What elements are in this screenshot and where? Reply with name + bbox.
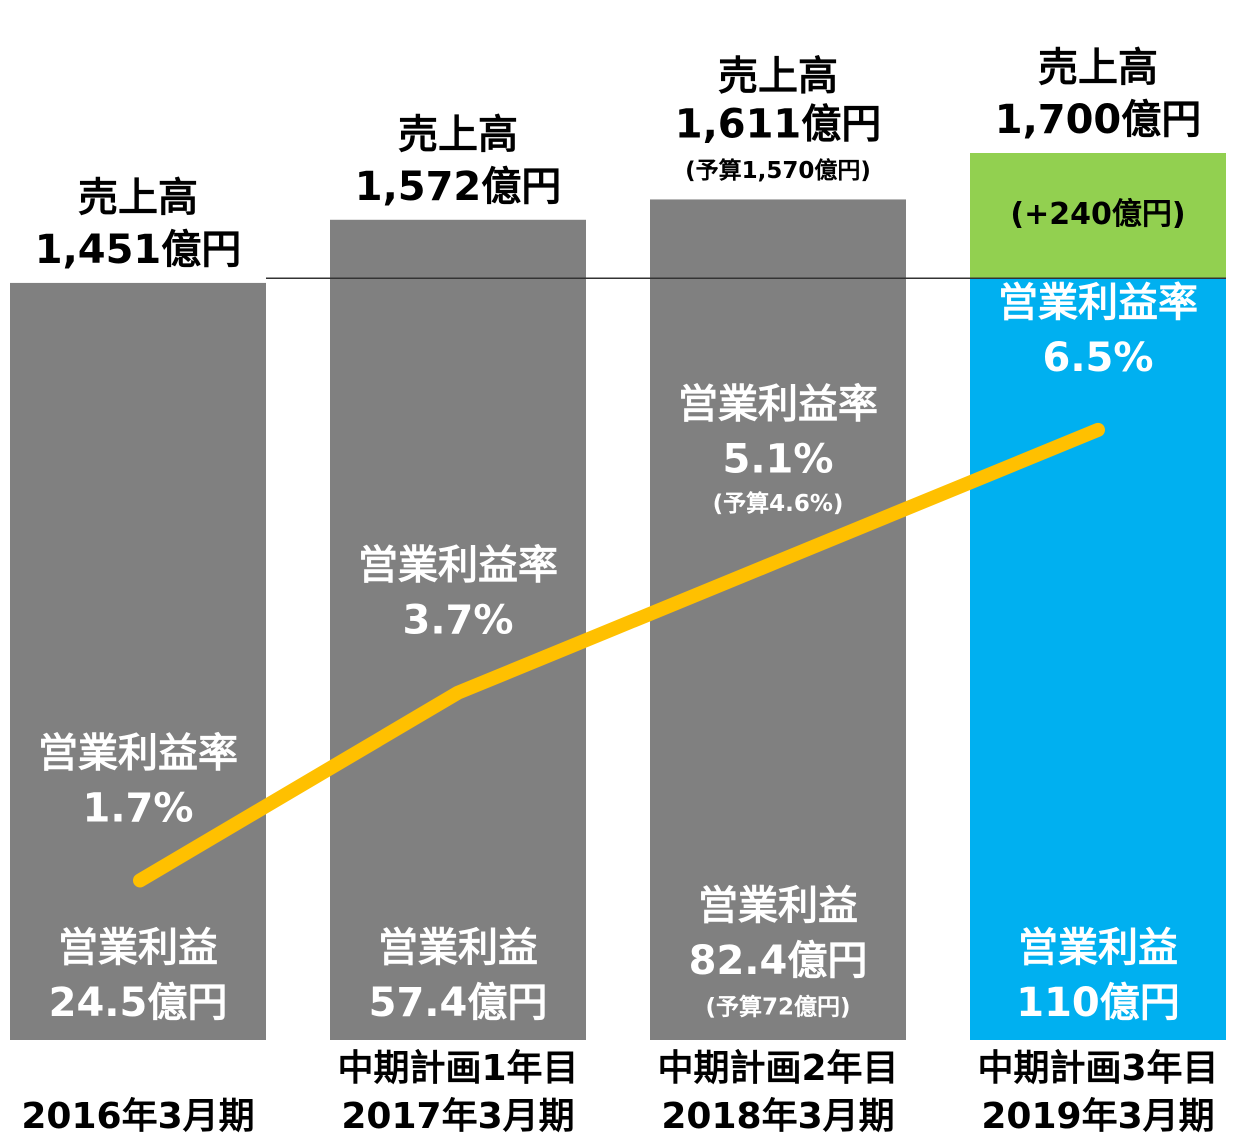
margin-name: 営業利益率 xyxy=(358,543,558,589)
margin-name: 営業利益率 xyxy=(38,730,238,776)
margin-name: 営業利益率 xyxy=(998,280,1198,326)
profit-name: 営業利益 xyxy=(698,883,858,929)
margin-budget: (予算4.6%) xyxy=(713,490,844,517)
margin-value: 3.7% xyxy=(403,598,514,644)
sales-name: 売上高 xyxy=(1038,45,1158,91)
sales-bar xyxy=(330,219,586,1040)
x-tick-label: 2017年3月期 xyxy=(341,1096,574,1137)
plan-label: 中期計画3年目 xyxy=(977,1048,1218,1089)
profit-name: 営業利益 xyxy=(1018,925,1178,971)
plan-label: 中期計画1年目 xyxy=(337,1048,578,1089)
x-tick-label: 2016年3月期 xyxy=(21,1096,254,1137)
margin-value: 1.7% xyxy=(83,785,194,831)
sales-bar xyxy=(650,199,906,1040)
sales-name: 売上高 xyxy=(718,53,838,99)
profit-value: 57.4億円 xyxy=(369,980,548,1026)
margin-line xyxy=(133,422,1105,888)
profit-value: 82.4億円 xyxy=(689,938,868,984)
x-tick-label: 2018年3月期 xyxy=(661,1096,894,1137)
margin-value: 6.5% xyxy=(1043,335,1154,381)
profit-value: 110億円 xyxy=(1016,980,1180,1026)
sales-value: 1,611億円 xyxy=(675,101,882,147)
sales-value: 1,700億円 xyxy=(995,97,1202,143)
increment-bar xyxy=(970,153,1226,279)
margin-value: 5.1% xyxy=(723,436,834,482)
plan-label: 中期計画2年目 xyxy=(657,1048,898,1089)
sales-budget: (予算1,570億円) xyxy=(685,157,871,184)
margin-name: 営業利益率 xyxy=(678,381,878,427)
x-tick-label: 2019年3月期 xyxy=(981,1096,1214,1137)
profit-budget: (予算72億円) xyxy=(705,994,850,1021)
increment-label: (+240億円) xyxy=(1010,197,1185,232)
sales-value: 1,451億円 xyxy=(35,227,242,273)
sales-name: 売上高 xyxy=(398,112,518,158)
profit-name: 営業利益 xyxy=(378,925,538,971)
profit-name: 営業利益 xyxy=(58,925,218,971)
sales-bar xyxy=(10,282,266,1040)
sales-name: 売上高 xyxy=(78,175,198,221)
sales-bar xyxy=(970,153,1226,1040)
sales-value: 1,572億円 xyxy=(355,164,562,210)
profit-value: 24.5億円 xyxy=(49,980,228,1026)
